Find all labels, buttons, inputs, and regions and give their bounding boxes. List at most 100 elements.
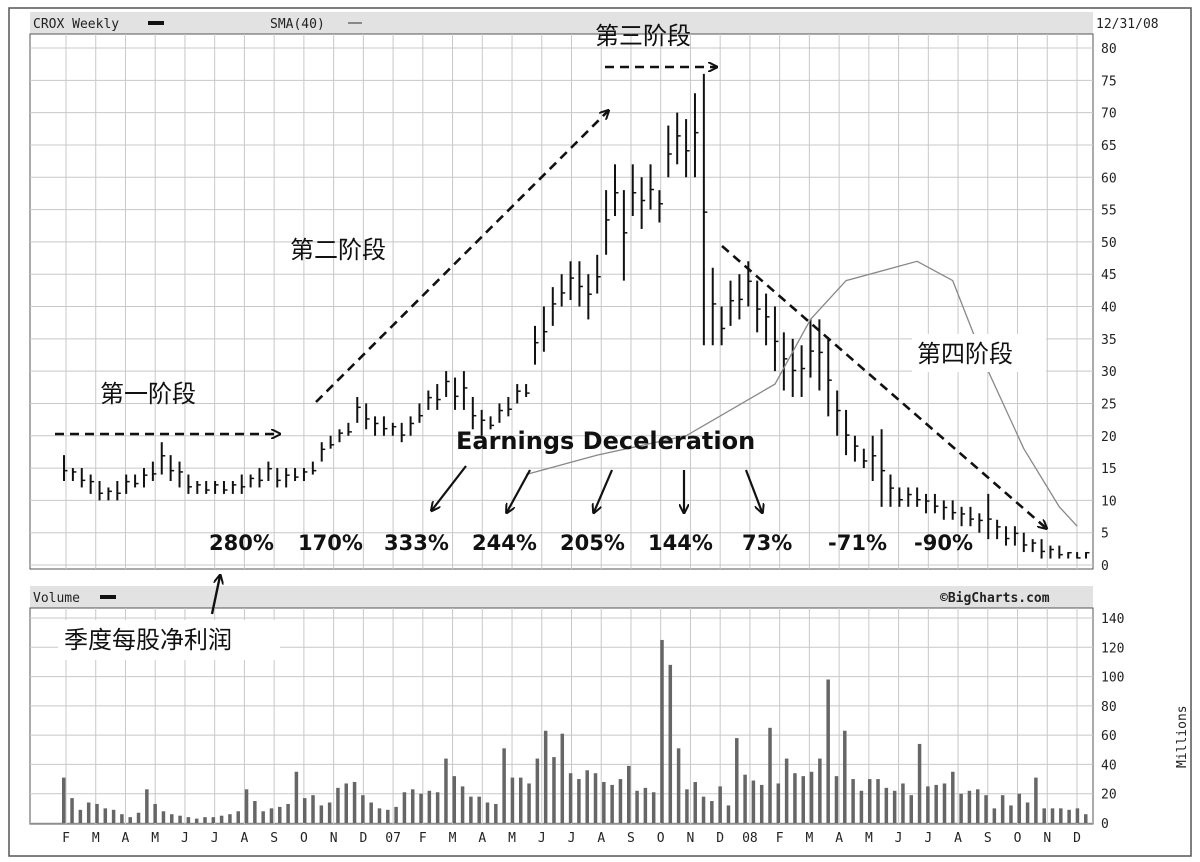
x-tick-label: A (240, 831, 248, 846)
x-tick-label: M (449, 831, 457, 846)
volume-bar (635, 790, 639, 823)
volume-bar (826, 679, 830, 823)
volume-bar (967, 790, 972, 823)
volume-bar (942, 783, 947, 823)
price-y-tick-label: 75 (1101, 74, 1117, 89)
volume-bar (718, 786, 722, 823)
volume-bar (784, 758, 789, 823)
volume-bar-series (62, 639, 1088, 823)
volume-bar (901, 783, 905, 823)
x-tick-label: S (984, 831, 992, 846)
volume-bar (685, 789, 689, 823)
volume-bar (735, 738, 739, 823)
volume-bar (269, 808, 274, 823)
price-y-tick-label: 15 (1101, 462, 1117, 477)
volume-bar (211, 817, 216, 823)
volume-bar (194, 818, 199, 823)
price-y-tick-label: 20 (1101, 430, 1117, 445)
x-tick-label: O (300, 831, 308, 846)
volume-bar (402, 792, 407, 823)
volume-bar (934, 784, 938, 823)
volume-bar (161, 811, 166, 823)
x-tick-label: N (687, 831, 695, 846)
x-tick-label: N (1043, 831, 1051, 846)
volume-bar (136, 812, 141, 823)
volume-bar (602, 782, 606, 823)
volume-bar (618, 779, 623, 823)
eps-growth-4: 244% (472, 531, 537, 555)
x-tick-label: A (122, 831, 130, 846)
volume-bar (178, 815, 182, 823)
price-y-tick-label: 65 (1101, 139, 1117, 154)
earnings-arrow-1 (432, 465, 467, 510)
volume-y-axis: 0 20 40 60 80 100 120 140 (1101, 612, 1124, 832)
volume-bar (627, 765, 631, 823)
volume-bar (917, 743, 922, 823)
volume-bar (352, 782, 357, 823)
volume-bar (128, 817, 132, 823)
volume-bar (419, 793, 423, 823)
sma-label: SMA(40) (270, 17, 325, 32)
volume-bar (884, 787, 889, 823)
volume-y-tick-label: 140 (1101, 612, 1124, 627)
volume-bar (768, 727, 772, 823)
volume-header-strip (30, 586, 1093, 608)
x-tick-label: A (597, 831, 605, 846)
volume-bar (477, 796, 481, 823)
x-tick-label: M (805, 831, 813, 846)
x-tick-label: J (211, 831, 219, 846)
volume-bar (859, 790, 864, 823)
volume-bar (361, 795, 365, 823)
earnings-arrow-2 (507, 469, 531, 512)
price-y-tick-label: 35 (1101, 333, 1117, 348)
volume-bar (444, 758, 448, 823)
volume-bar (867, 779, 872, 823)
volume-unit-label: Millions (1175, 705, 1190, 768)
volume-bar (951, 771, 955, 823)
price-bar-series (63, 73, 1090, 559)
volume-bar (377, 808, 382, 823)
source-credit: ©BigCharts.com (940, 591, 1050, 606)
volume-bar (992, 808, 997, 823)
volume-bar (984, 795, 988, 823)
volume-bar (244, 789, 249, 823)
volume-bar (435, 792, 440, 823)
volume-bar (469, 796, 473, 823)
price-y-tick-label: 25 (1101, 397, 1117, 412)
volume-bar (336, 787, 340, 823)
x-tick-label: F (776, 831, 784, 846)
volume-bar (818, 758, 822, 823)
volume-bar (120, 814, 124, 823)
volume-label: Volume (33, 591, 80, 606)
volume-bar (111, 809, 116, 823)
volume-bar (460, 786, 465, 823)
volume-bar (103, 808, 108, 823)
volume-bar (1017, 793, 1022, 823)
volume-bar (892, 790, 897, 823)
stage2-label: 第二阶段 (290, 236, 386, 264)
volume-bar (643, 787, 648, 823)
x-tick-label: S (270, 831, 278, 846)
volume-bar (219, 815, 224, 823)
stage4-label: 第四阶段 (917, 340, 1013, 368)
volume-y-tick-label: 80 (1101, 700, 1117, 715)
x-tick-label: M (151, 831, 159, 846)
volume-bar (876, 779, 880, 823)
x-tick-label: 07 (385, 831, 401, 846)
volume-bar (427, 790, 432, 823)
volume-bar (577, 779, 581, 823)
earnings-deceleration-title: Earnings Deceleration (456, 427, 755, 455)
volume-bar (170, 814, 174, 823)
volume-bar (843, 730, 847, 823)
eps-growth-5: 205% (560, 531, 625, 555)
x-tick-label: F (62, 831, 70, 846)
eps-growth-3: 333% (384, 531, 449, 555)
volume-bar (319, 805, 324, 823)
volume-bar (344, 783, 349, 823)
x-tick-label: A (954, 831, 962, 846)
volume-y-tick-label: 0 (1101, 817, 1109, 832)
volume-bar (1009, 805, 1013, 823)
x-tick-label: 08 (742, 831, 758, 846)
eps-label-bg (58, 620, 280, 660)
price-y-tick-label: 30 (1101, 365, 1117, 380)
